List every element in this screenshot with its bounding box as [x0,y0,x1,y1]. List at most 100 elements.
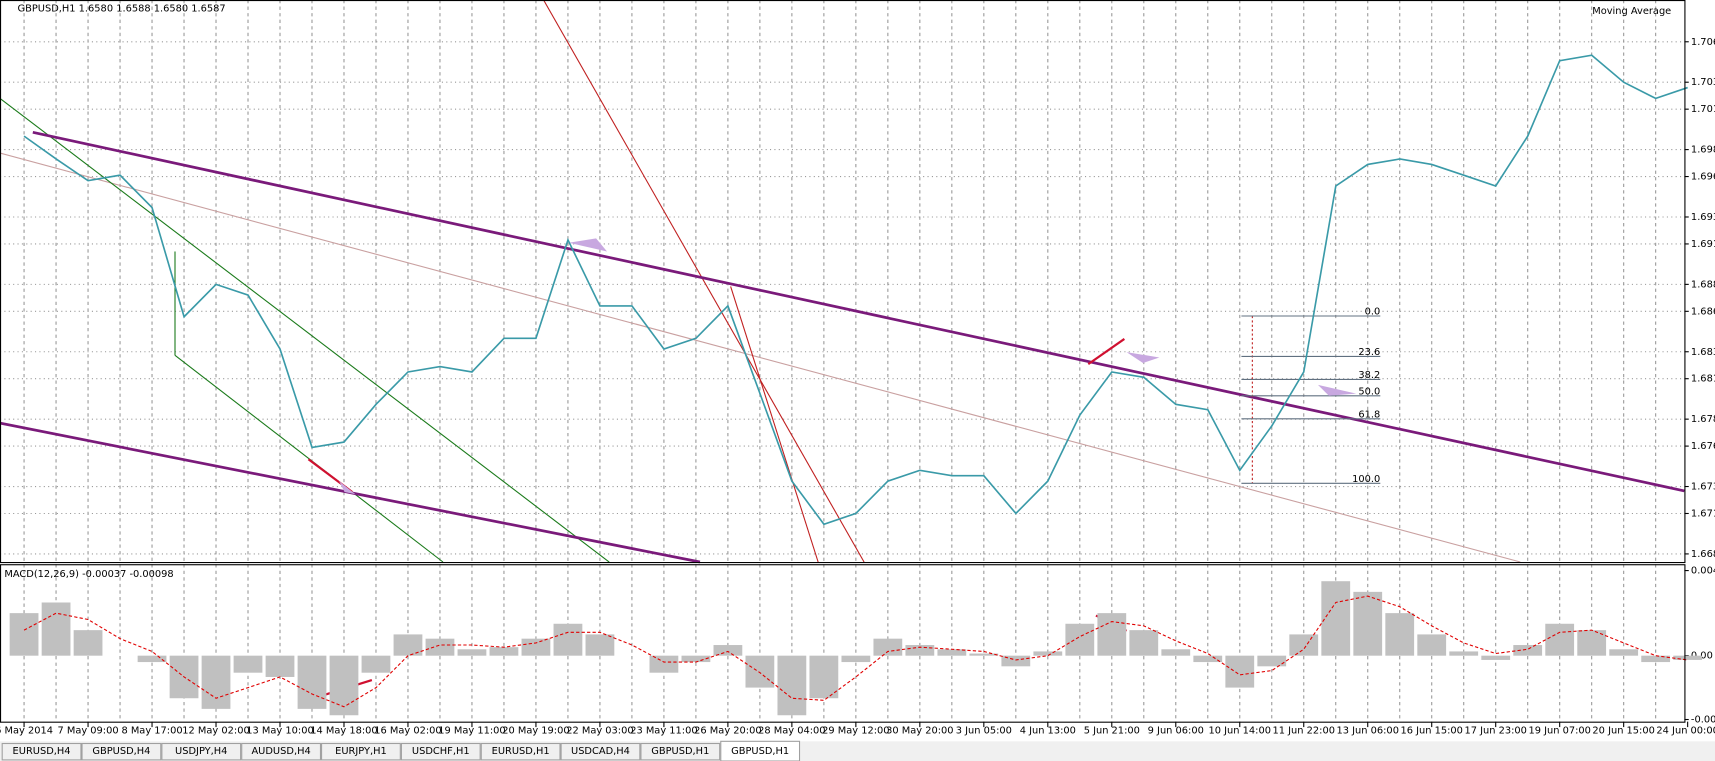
tab-label[interactable]: USDJPY,H4 [175,746,227,757]
histogram-bar [137,655,167,663]
y-tick-label: -0.003 [1691,715,1715,726]
histogram-bar [393,634,423,656]
histogram-bar [1321,581,1351,656]
fib-label: 0.0 [1365,307,1381,318]
histogram-bar [489,647,519,656]
tab-label[interactable]: EURJPY,H1 [335,746,387,757]
x-tick-label: 20 Jun 15:00 [1592,725,1654,736]
highlight [1317,384,1357,396]
tab-label[interactable]: GBPUSD,H4 [92,746,150,757]
x-tick-label: 12 May 02:00 [182,725,249,736]
histogram-bar [297,655,327,709]
histogram-bar [233,655,263,673]
y-tick-label: 1.688 [1691,279,1715,290]
histogram-bar [1225,655,1255,688]
tab-label[interactable]: EURUSD,H1 [492,746,550,757]
divergence-line [1087,338,1126,365]
highlight [1126,352,1160,364]
histogram-bar [265,655,295,677]
marks [9,54,1703,716]
y-tick-label: 1.678 [1691,414,1715,425]
x-tick-label: 19 Jun 07:00 [1528,725,1590,736]
tab[interactable] [720,740,801,761]
histogram-bar [1289,634,1319,656]
fib-label: 23.6 [1358,347,1380,358]
histogram-bar [681,655,711,663]
fib-levels [1241,315,1381,484]
histogram-bar [1065,623,1095,656]
series-line [23,54,1688,526]
y-tick-label: 1.701 [1691,104,1715,115]
histogram-bar [873,638,903,656]
x-tick-label: 9 Jun 06:00 [1148,725,1204,736]
histogram-bar [1097,613,1127,656]
x-tick-label: 28 May 04:00 [758,725,825,736]
histogram-bar [1353,591,1383,656]
tab[interactable] [480,742,561,761]
tab-label[interactable]: AUDUSD,H4 [251,746,310,757]
tab-label[interactable]: GBPUSD,H1 [731,746,789,757]
tab[interactable] [81,742,162,761]
tab-label[interactable]: EURUSD,H4 [13,746,71,757]
y-tick-label: 1.686 [1691,306,1715,317]
trend-line [730,286,819,563]
tab[interactable] [560,742,641,761]
grid: 1.706 1.703 1.701 1.698 1.696 1.693 1.691 1.688… [0,0,1715,736]
y-tick-label: 1.706 [1691,37,1715,48]
highlight [339,481,356,495]
histogram-bar [969,653,999,656]
trend-line [0,152,1521,563]
fib-label: 50.0 [1358,386,1380,397]
y-tick-label: 1.703 [1691,77,1715,88]
tab-label[interactable]: USDCHF,H1 [412,746,470,757]
y-tick-label: 0.004 [1691,566,1715,577]
x-tick-label: 6 May 2014 [0,725,53,736]
tab-label[interactable]: GBPUSD,H1 [651,746,709,757]
tab[interactable] [241,742,322,761]
histogram-bar [201,655,231,709]
tab[interactable] [640,742,721,761]
histogram-bar [1513,645,1543,656]
y-tick-label: 1.691 [1691,239,1715,250]
histogram-bar [1481,655,1511,660]
x-tick-label: 17 Jun 23:00 [1464,725,1526,736]
histogram-bar [809,655,839,699]
tab[interactable] [321,742,401,761]
trend-line [32,130,1685,493]
fib-label: 61.8 [1358,409,1380,420]
histogram-bar [1161,649,1191,656]
histogram-bar [1545,623,1575,656]
x-tick-label: 16 Jun 15:00 [1400,725,1462,736]
x-tick-label: 10 Jun 14:00 [1209,725,1271,736]
x-tick-label: 19 May 11:00 [438,725,505,736]
tab-label[interactable]: USDCAD,H4 [571,746,630,757]
x-tick-label: 22 May 03:00 [566,725,633,736]
tab[interactable] [1,742,82,761]
y-tick-label: 1.698 [1691,145,1715,156]
histogram-bar [1385,613,1415,656]
histogram-bar [1193,655,1223,663]
histogram-bar [1449,651,1479,656]
y-tick-label: 1.668 [1691,549,1715,560]
histogram-bar [745,655,775,688]
x-tick-label: 16 May 02:00 [374,725,441,736]
trend-line [543,0,865,563]
histogram-bar [1001,655,1031,667]
fib-labels: 0.0 23.6 38.2 50.0 61.8 100.0 [1352,307,1380,485]
tab[interactable] [400,742,481,761]
indicator-label: Moving Average [1592,6,1671,17]
x-tick-label: 20 May 19:00 [502,725,569,736]
x-tick-label: 4 Jun 13:00 [1020,725,1076,736]
histogram-bar [777,655,807,716]
histogram-bar [585,634,615,656]
histogram-bar [937,649,967,656]
histogram-bar [841,655,871,663]
x-tick-label: 7 May 09:00 [57,725,118,736]
tab[interactable] [161,742,242,761]
histogram-bar [1641,655,1671,663]
macd-title: MACD(12,26,9) -0.00037 -0.00098 [4,569,173,580]
histogram-bar [425,638,455,656]
histogram-bar [1129,630,1159,656]
